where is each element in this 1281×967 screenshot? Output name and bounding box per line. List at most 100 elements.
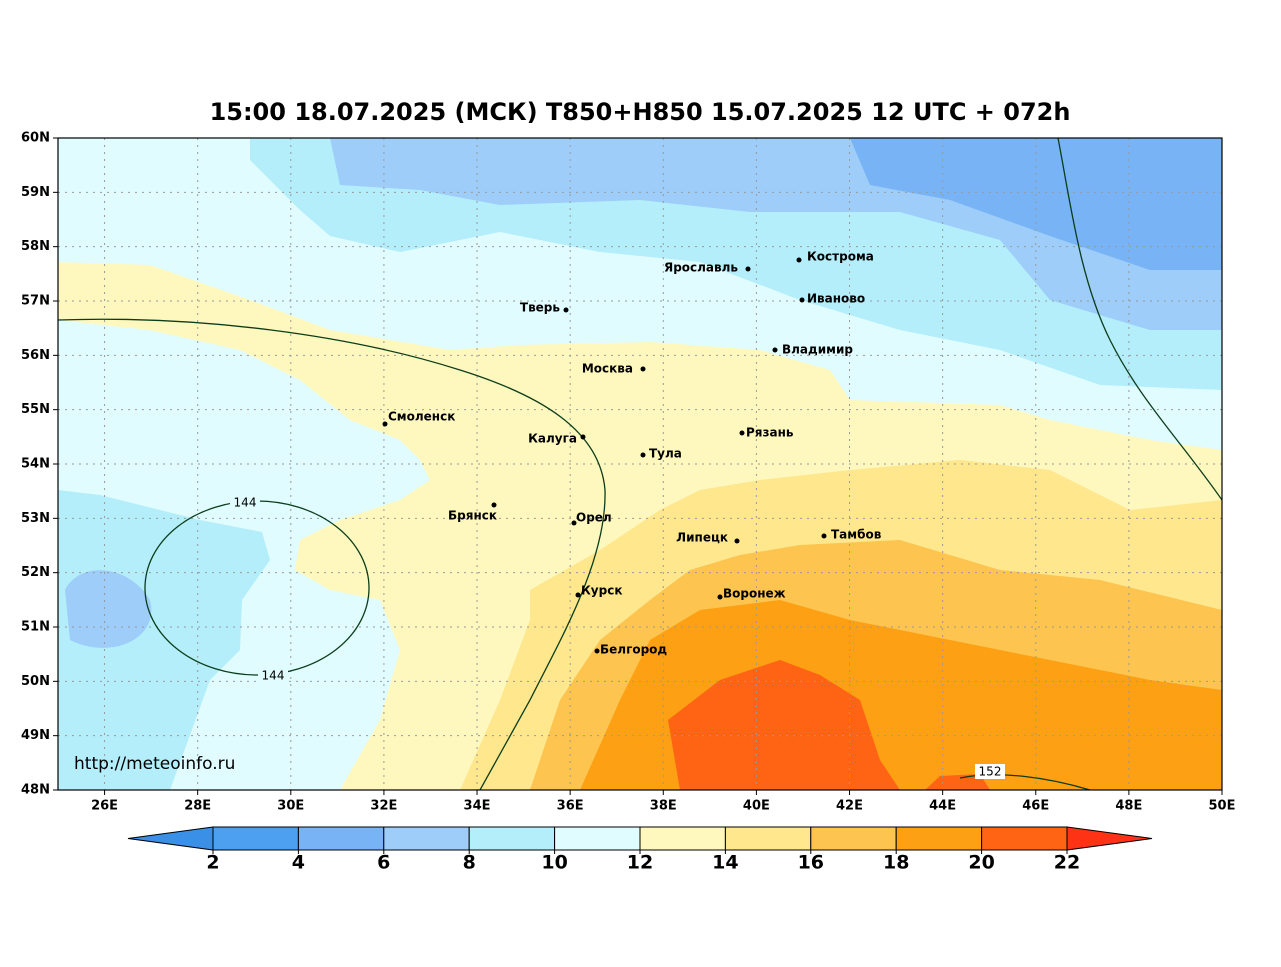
city-label: Орел (576, 511, 612, 525)
x-tick-label: 34E (464, 799, 491, 814)
colorbar-segment (639, 826, 726, 851)
field-area (58, 490, 270, 790)
city-dot (796, 257, 802, 263)
city-label: Липецк (676, 531, 728, 545)
city-dot (575, 592, 581, 598)
field-area (65, 570, 152, 648)
colorbar-tick-label: 14 (712, 852, 738, 874)
y-tick-label: 57N (21, 294, 50, 309)
colorbar-tick-label: 22 (1054, 852, 1080, 874)
city-dot (745, 266, 751, 272)
label-bg (230, 495, 260, 510)
colorbar-segment (468, 826, 556, 851)
city-dot (563, 307, 569, 313)
colorbar-segment (297, 826, 385, 851)
city-label: Иваново (807, 292, 865, 306)
contour-line (58, 318, 606, 790)
colorbar-tick-label: 4 (292, 852, 305, 874)
colorbar-tick-label: 6 (377, 852, 390, 874)
label-bg (258, 668, 288, 683)
city-label: Владимир (782, 343, 853, 357)
y-tick-label: 54N (21, 457, 50, 472)
colorbar-tick-label: 10 (541, 852, 567, 874)
x-tick-label: 28E (184, 799, 211, 814)
city-dot (734, 538, 740, 544)
x-tick-label: 46E (1022, 799, 1049, 814)
colorbar-segment (810, 826, 897, 851)
x-tick-label: 32E (370, 799, 397, 814)
city-dot (640, 452, 646, 458)
y-tick-label: 55N (21, 402, 50, 417)
colorbar-segment (212, 826, 299, 851)
city-label: Воронеж (723, 587, 786, 601)
contour-line (959, 774, 1091, 790)
colorbar-segment (895, 826, 983, 851)
x-tick-label: 26E (91, 799, 118, 814)
colorbar-tick-label: 20 (968, 852, 994, 874)
city-dot (799, 297, 805, 303)
city-dot (594, 648, 600, 654)
y-tick-label: 51N (21, 620, 50, 635)
city-label: Тверь (520, 301, 561, 315)
field-area (925, 774, 990, 790)
colorbar-segment (981, 826, 1068, 851)
contour-label: 144 (234, 496, 257, 510)
city-label: Смоленск (388, 410, 455, 424)
contour-line (1057, 138, 1222, 501)
contour-label: 144 (262, 669, 285, 683)
colorbar: 2 4 6 8 10 12 14 16 18 20 22 (127, 826, 1153, 874)
grid: 26E 28E 30E 32E 34E 36E 38E 40E 42E 44E 46E 48E 50E 4… (21, 131, 1235, 814)
city-label: Рязань (746, 426, 794, 440)
colorbar-tick-label: 16 (798, 852, 824, 874)
y-tick-label: 60N (21, 131, 50, 146)
x-tick-label: 44E (929, 799, 956, 814)
city-label: Курск (581, 584, 622, 598)
colorbar-tick-label: 8 (463, 852, 476, 874)
city-dot (717, 594, 723, 600)
colorbar-segment (383, 826, 470, 851)
y-tick-label: 48N (21, 783, 50, 798)
y-tick-label: 58N (21, 239, 50, 254)
city-dot (580, 434, 586, 440)
city-label: Брянск (448, 509, 497, 523)
city-dot (739, 430, 745, 436)
city-dot (571, 520, 577, 526)
city-dot (382, 421, 388, 427)
city-label: Белгород (600, 643, 667, 657)
x-tick-label: 30E (277, 799, 304, 814)
city-dot (821, 533, 827, 539)
y-tick-label: 59N (21, 185, 50, 200)
watermark: http://meteoinfo.ru (74, 754, 235, 774)
contour-label: 152 (979, 765, 1002, 779)
colorbar-tick-label: 12 (627, 852, 653, 874)
x-tick-label: 48E (1115, 799, 1142, 814)
colorbar-extend-low (127, 826, 214, 851)
temperature-field (58, 138, 1222, 790)
city-label: Тула (649, 447, 682, 461)
city-label: Калуга (528, 432, 577, 446)
colorbar-tick-label: 2 (206, 852, 219, 874)
y-tick-label: 53N (21, 511, 50, 526)
cities: Ярославль Кострома Иваново Тверь Владимир Мос… (382, 250, 882, 657)
colorbar-segment (554, 826, 641, 851)
y-tick-label: 52N (21, 565, 50, 580)
city-label: Тамбов (831, 528, 882, 542)
colorbar-tick-label: 18 (883, 852, 909, 874)
city-dot (640, 366, 646, 372)
y-tick-label: 56N (21, 348, 50, 363)
x-tick-label: 40E (743, 799, 770, 814)
city-label: Кострома (807, 250, 874, 264)
field-area (668, 660, 900, 790)
y-tick-label: 50N (21, 674, 50, 689)
label-bg (975, 764, 1005, 779)
city-dot (772, 347, 778, 353)
y-tick-label: 49N (21, 728, 50, 743)
plot-frame (57, 137, 1223, 791)
contour-labels: 144 144 152 (230, 495, 1005, 779)
x-tick-label: 38E (650, 799, 677, 814)
city-dot (491, 502, 497, 508)
contours (58, 138, 1222, 790)
city-label: Москва (582, 362, 633, 376)
title: 15:00 18.07.2025 (МСК) T850+H850 15.07.2… (210, 98, 1071, 126)
